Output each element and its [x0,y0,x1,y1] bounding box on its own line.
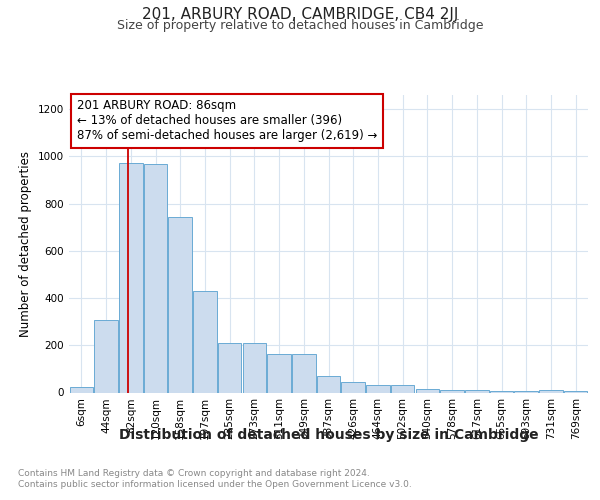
Bar [440,390,464,392]
Bar [144,164,167,392]
Bar [317,376,340,392]
Bar [268,354,291,393]
Text: 201 ARBURY ROAD: 86sqm
← 13% of detached houses are smaller (396)
87% of semi-de: 201 ARBURY ROAD: 86sqm ← 13% of detached… [77,100,377,142]
Bar [416,390,439,392]
Bar [292,354,316,393]
Y-axis label: Number of detached properties: Number of detached properties [19,151,32,337]
Text: Contains HM Land Registry data © Crown copyright and database right 2024.: Contains HM Land Registry data © Crown c… [18,469,370,478]
Bar [119,164,143,392]
Bar [341,382,365,392]
Bar [391,386,415,392]
Bar [242,343,266,392]
Bar [366,386,389,392]
Bar [218,343,241,392]
Bar [539,390,563,392]
Bar [70,386,93,392]
Bar [465,390,488,392]
Bar [94,320,118,392]
Text: Distribution of detached houses by size in Cambridge: Distribution of detached houses by size … [119,428,539,442]
Text: 201, ARBURY ROAD, CAMBRIDGE, CB4 2JJ: 201, ARBURY ROAD, CAMBRIDGE, CB4 2JJ [142,8,458,22]
Text: Contains public sector information licensed under the Open Government Licence v3: Contains public sector information licen… [18,480,412,489]
Bar [193,291,217,392]
Bar [169,216,192,392]
Text: Size of property relative to detached houses in Cambridge: Size of property relative to detached ho… [117,18,483,32]
